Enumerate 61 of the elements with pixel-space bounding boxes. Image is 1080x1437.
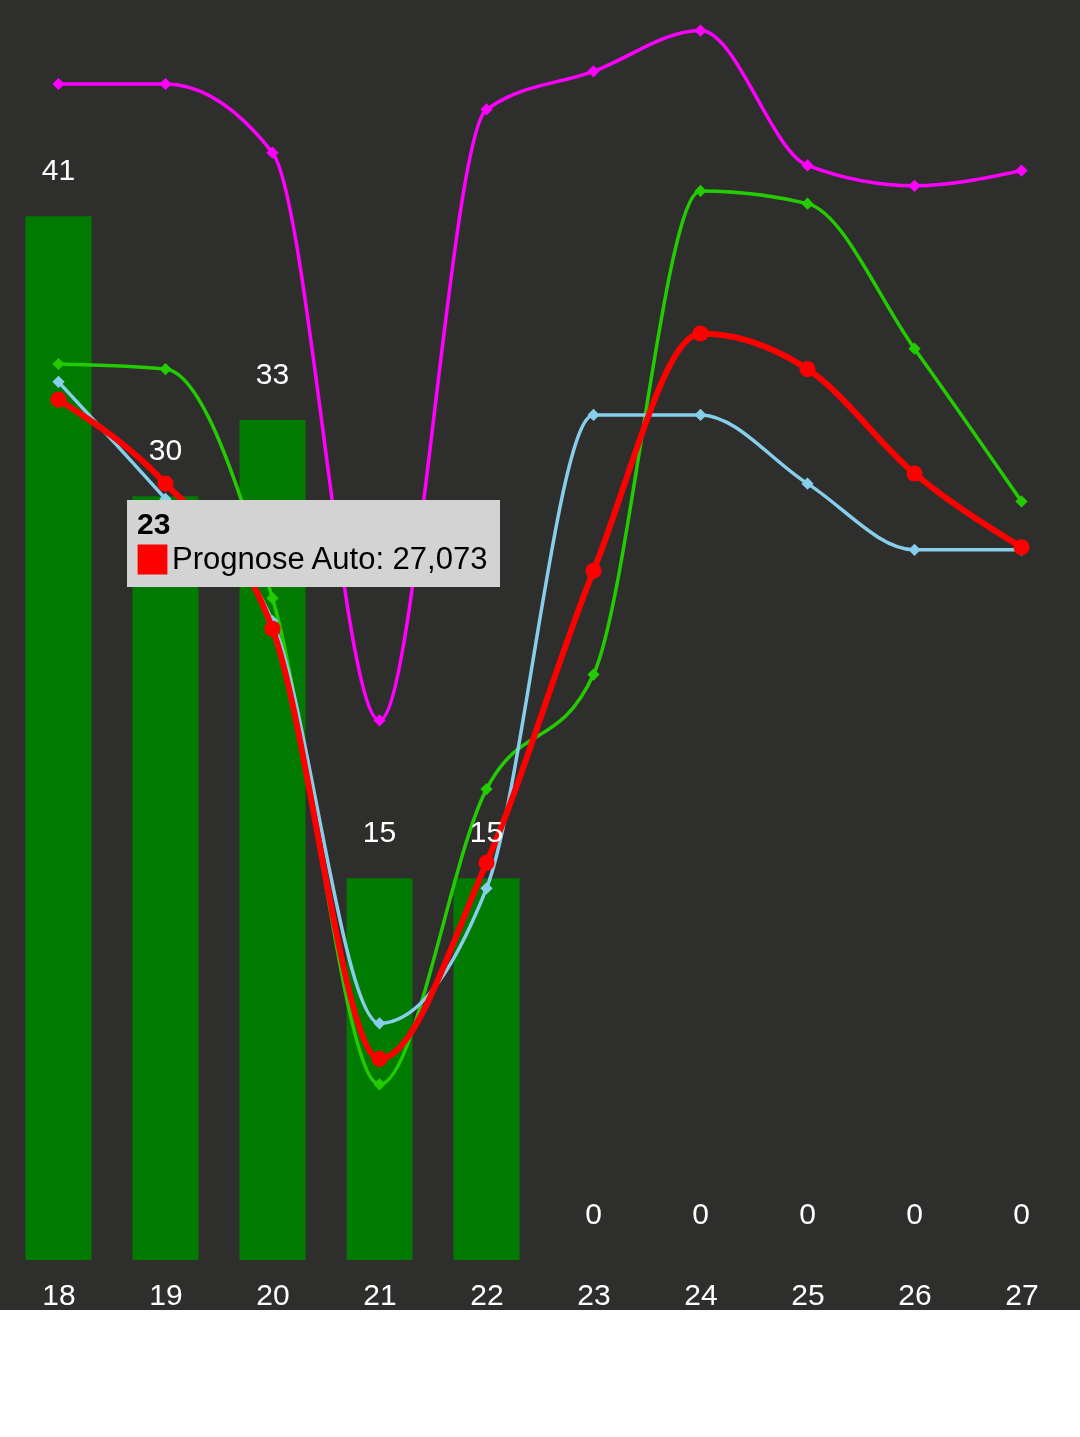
point xyxy=(1013,539,1030,556)
point xyxy=(266,146,279,159)
legend-title: 23 xyxy=(137,507,171,540)
point xyxy=(159,362,172,376)
point xyxy=(480,103,493,116)
point xyxy=(264,620,281,637)
point xyxy=(694,24,707,37)
point xyxy=(371,1050,388,1067)
bar xyxy=(346,878,413,1260)
x-tick-label: 24 xyxy=(684,1277,718,1311)
point xyxy=(52,77,65,91)
point xyxy=(694,408,707,422)
x-tick-label: 25 xyxy=(791,1277,825,1311)
point xyxy=(801,159,814,172)
point xyxy=(587,668,600,681)
data-label: 0 xyxy=(692,1197,709,1230)
point xyxy=(52,357,65,371)
point xyxy=(373,1078,386,1091)
data-label: 33 xyxy=(255,357,290,390)
point xyxy=(692,325,709,342)
point xyxy=(587,65,600,78)
point xyxy=(801,197,814,210)
x-tick-label: 18 xyxy=(42,1277,76,1311)
point xyxy=(50,391,67,408)
point xyxy=(266,592,279,605)
legend-label: Prognose Auto: 27,073 xyxy=(172,540,488,576)
bar xyxy=(453,878,520,1260)
point xyxy=(908,179,921,192)
x-tick-label: 26 xyxy=(898,1277,932,1311)
data-label: 0 xyxy=(906,1197,923,1230)
point xyxy=(480,782,493,796)
point xyxy=(157,475,174,492)
x-tick-label: 21 xyxy=(363,1277,397,1311)
x-tick-label: 20 xyxy=(256,1277,290,1311)
x-tick-label: 27 xyxy=(1005,1277,1039,1311)
data-label: 15 xyxy=(362,815,397,849)
point xyxy=(801,477,814,490)
point xyxy=(906,465,923,482)
data-label: 30 xyxy=(148,433,183,467)
point xyxy=(373,1017,386,1030)
point xyxy=(587,408,600,422)
data-label: 41 xyxy=(41,153,76,187)
point xyxy=(1015,164,1028,177)
data-label: 0 xyxy=(799,1197,816,1230)
data-label: 0 xyxy=(585,1197,602,1230)
x-tick-label: 19 xyxy=(149,1277,183,1311)
data-label: 0 xyxy=(1013,1197,1030,1230)
point xyxy=(159,77,172,91)
point xyxy=(908,342,921,355)
x-tick-label: 22 xyxy=(470,1277,504,1311)
point xyxy=(373,714,386,727)
bar xyxy=(25,216,92,1260)
point xyxy=(480,882,493,895)
point xyxy=(799,361,816,378)
point xyxy=(694,184,707,198)
point xyxy=(585,562,602,579)
point xyxy=(1015,495,1028,508)
point xyxy=(478,854,495,871)
x-tick-label: 23 xyxy=(577,1277,611,1311)
point xyxy=(52,375,65,388)
point xyxy=(908,543,921,556)
